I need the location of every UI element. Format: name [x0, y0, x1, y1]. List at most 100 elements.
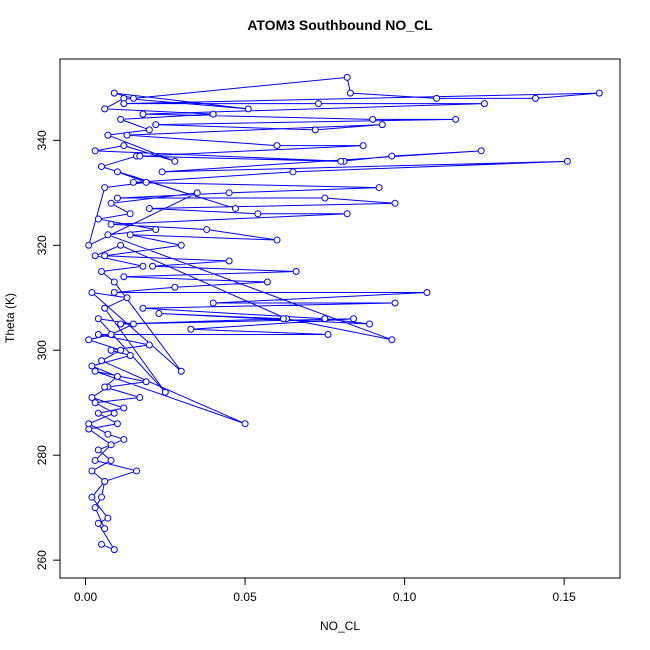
data-point	[104, 131, 112, 139]
data-point	[139, 262, 147, 270]
data-point	[117, 346, 125, 354]
data-point	[203, 226, 211, 234]
data-point	[88, 393, 96, 401]
data-point	[97, 163, 105, 171]
data-point	[85, 420, 93, 428]
data-point	[104, 430, 112, 438]
data-point	[91, 399, 99, 407]
y-tick-label: 320	[35, 235, 49, 255]
data-point	[120, 435, 128, 443]
data-point	[91, 147, 99, 155]
data-point	[452, 115, 460, 123]
data-point	[101, 252, 109, 260]
y-tick-label: 260	[35, 550, 49, 570]
data-point	[263, 278, 271, 286]
data-point	[85, 336, 93, 344]
y-axis-label: Theta (K)	[3, 293, 17, 343]
data-point	[104, 231, 112, 239]
data-point	[193, 189, 201, 197]
data-point	[110, 409, 118, 417]
data-point	[244, 105, 252, 113]
data-point	[158, 168, 166, 176]
y-tick-label: 300	[35, 340, 49, 360]
data-point	[152, 226, 160, 234]
data-point	[101, 184, 109, 192]
data-point	[139, 110, 147, 118]
data-point	[136, 393, 144, 401]
data-point	[88, 289, 96, 297]
data-point	[88, 362, 96, 370]
data-point	[120, 142, 128, 150]
data-point	[88, 467, 96, 475]
data-point	[91, 504, 99, 512]
data-point	[97, 493, 105, 501]
data-point	[369, 115, 377, 123]
data-point	[97, 268, 105, 276]
data-point	[273, 236, 281, 244]
x-tick-label: 0.05	[233, 590, 257, 604]
data-point	[391, 199, 399, 207]
data-point	[152, 121, 160, 129]
data-point	[94, 446, 102, 454]
data-point	[120, 404, 128, 412]
data-point	[129, 94, 137, 102]
data-point	[177, 367, 185, 375]
data-point	[91, 456, 99, 464]
data-point	[142, 178, 150, 186]
data-point	[337, 157, 345, 165]
data-point	[113, 420, 121, 428]
data-point	[311, 126, 319, 134]
data-point	[480, 100, 488, 108]
data-point	[171, 157, 179, 165]
x-tick-label: 0.00	[74, 590, 98, 604]
y-tick-label: 280	[35, 445, 49, 465]
data-point	[104, 514, 112, 522]
data-point	[110, 546, 118, 554]
data-point	[161, 388, 169, 396]
x-axis-label: NO_CL	[320, 619, 360, 633]
data-point	[129, 320, 137, 328]
data-point	[563, 157, 571, 165]
data-point	[324, 331, 332, 339]
data-point	[113, 194, 121, 202]
data-point	[477, 147, 485, 155]
data-point	[110, 89, 118, 97]
data-point	[378, 121, 386, 129]
data-point	[254, 210, 262, 218]
data-point	[241, 420, 249, 428]
data-point	[350, 315, 358, 323]
data-point	[187, 325, 195, 333]
data-point	[225, 189, 233, 197]
data-point	[177, 241, 185, 249]
data-point	[97, 540, 105, 548]
data-point	[94, 315, 102, 323]
data-point	[133, 467, 141, 475]
data-point	[343, 73, 351, 81]
data-point	[120, 100, 128, 108]
data-point	[321, 194, 329, 202]
data-point	[101, 304, 109, 312]
data-point	[94, 331, 102, 339]
data-point	[388, 336, 396, 344]
data-point	[123, 294, 131, 302]
data-point	[142, 378, 150, 386]
y-tick-label: 340	[35, 130, 49, 150]
data-point	[209, 110, 217, 118]
data-point	[88, 493, 96, 501]
data-point	[101, 477, 109, 485]
chart-title: ATOM3 Southbound NO_CL	[247, 17, 433, 33]
data-point	[107, 346, 115, 354]
data-point	[101, 105, 109, 113]
data-point	[145, 126, 153, 134]
data-point	[343, 210, 351, 218]
data-point	[375, 184, 383, 192]
data-point	[117, 115, 125, 123]
data-point	[113, 168, 121, 176]
data-point	[126, 210, 134, 218]
data-point	[314, 100, 322, 108]
data-point	[110, 289, 118, 297]
data-point	[388, 152, 396, 160]
data-point	[366, 320, 374, 328]
data-point	[155, 310, 163, 318]
